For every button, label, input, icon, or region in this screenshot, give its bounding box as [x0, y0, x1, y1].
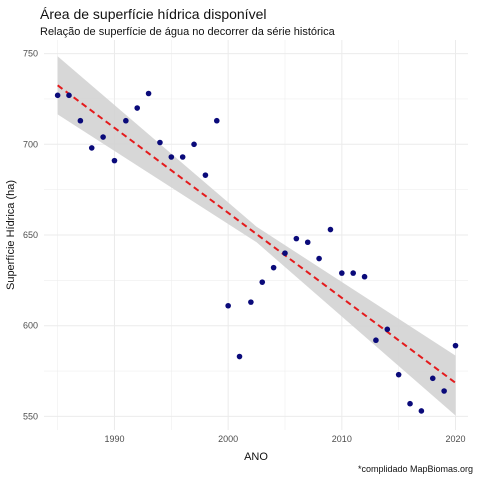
x-tick-label: 1990	[104, 434, 124, 444]
data-point	[134, 105, 141, 111]
data-point	[293, 235, 300, 242]
y-tick-label: 700	[23, 139, 38, 149]
data-point	[259, 279, 266, 285]
x-axis-label: ANO	[244, 451, 268, 463]
data-point	[145, 90, 152, 97]
data-point	[111, 157, 118, 164]
data-point	[361, 273, 368, 280]
source-caption: *complidado MapBiomas.org	[357, 464, 473, 474]
data-point	[100, 134, 106, 140]
data-point	[236, 353, 243, 360]
data-point	[191, 141, 197, 148]
data-points	[54, 90, 459, 414]
y-axis-ticks: 550 600 650 700 750	[23, 49, 38, 422]
data-point	[77, 117, 84, 124]
x-axis-ticks: 1990 2000 2010 2020	[104, 434, 465, 444]
data-point	[350, 270, 356, 276]
data-point	[429, 375, 436, 382]
data-point	[225, 302, 231, 309]
data-point	[157, 139, 163, 146]
data-point	[373, 337, 379, 344]
data-point	[168, 154, 175, 160]
data-point	[123, 117, 129, 124]
data-point	[407, 400, 413, 407]
confidence-band	[57, 56, 456, 416]
data-point	[441, 388, 447, 394]
data-point	[452, 342, 459, 349]
data-point	[316, 255, 322, 262]
data-point	[395, 371, 402, 378]
x-tick-label: 2020	[445, 434, 465, 444]
data-point	[66, 92, 72, 99]
data-point	[339, 270, 345, 276]
data-point	[384, 326, 391, 333]
y-tick-label: 550	[23, 411, 38, 421]
data-point	[54, 92, 61, 99]
x-tick-label: 2010	[332, 434, 352, 444]
y-axis-label: Superfície Hídrica (ha)	[5, 180, 17, 290]
data-point	[213, 117, 220, 124]
trend-line	[57, 84, 457, 384]
data-point	[282, 250, 288, 256]
y-tick-label: 600	[23, 321, 38, 331]
chart-subtitle: Relação de superfície de água no decorre…	[40, 26, 335, 38]
x-tick-label: 2000	[218, 434, 238, 444]
data-point	[418, 408, 425, 414]
chart-title: Área de superfície hídrica disponível	[40, 6, 267, 22]
data-point	[202, 172, 209, 178]
data-point	[327, 226, 334, 233]
data-point	[304, 239, 311, 246]
data-point	[88, 145, 95, 151]
data-point	[179, 154, 186, 160]
data-point	[248, 299, 254, 305]
y-tick-label: 650	[23, 230, 38, 240]
y-tick-label: 750	[23, 49, 38, 59]
data-point	[270, 264, 277, 271]
